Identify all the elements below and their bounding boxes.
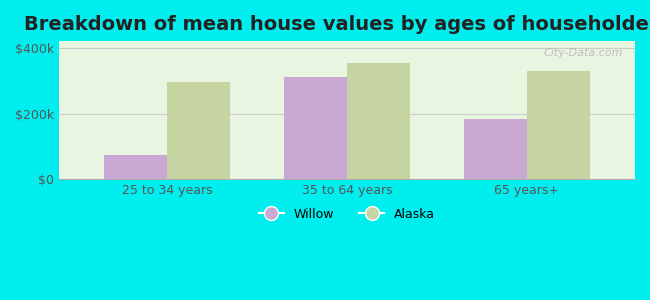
Bar — [167, 82, 230, 179]
Text: City-Data.com: City-Data.com — [544, 48, 623, 58]
Title: Breakdown of mean house values by ages of householders: Breakdown of mean house values by ages o… — [24, 15, 650, 34]
Bar — [284, 77, 347, 179]
Legend: Willow, Alaska: Willow, Alaska — [254, 203, 440, 226]
Bar — [527, 71, 590, 179]
Bar — [104, 155, 167, 179]
Bar — [347, 62, 410, 179]
Bar — [464, 118, 527, 179]
